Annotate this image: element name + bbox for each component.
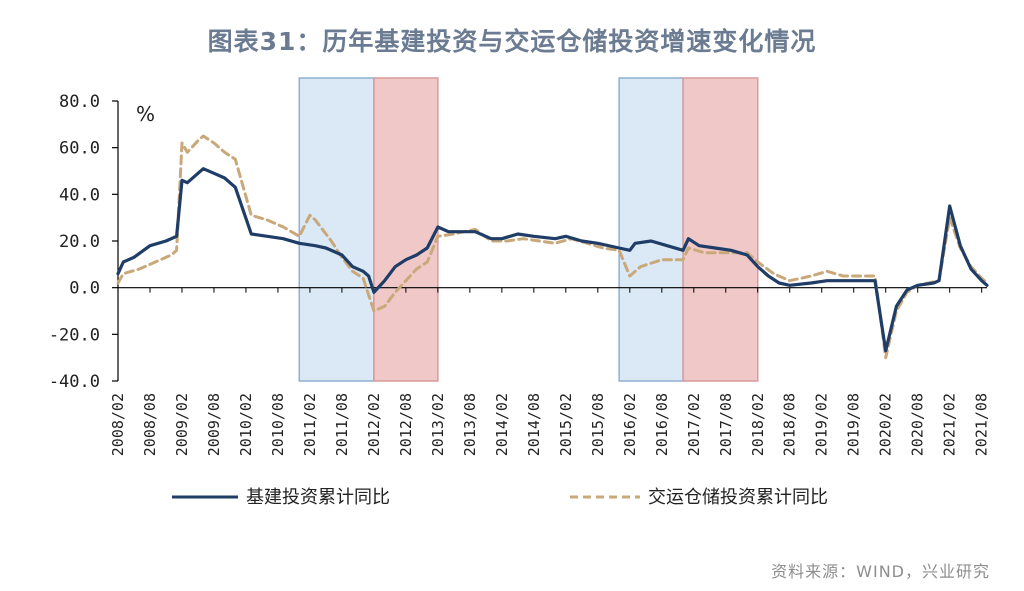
x-tick-label: 2016/02 [621, 393, 639, 456]
series-lines [116, 134, 989, 360]
x-tick-label: 2012/08 [397, 393, 415, 456]
y-tick-label: 0.0 [69, 279, 100, 299]
legend-label: 基建投资累计同比 [246, 487, 390, 508]
x-tick-label: 2010/02 [237, 393, 255, 456]
x-tick-label: 2016/08 [653, 393, 671, 456]
x-tick-label: 2008/08 [141, 393, 159, 456]
x-tick-label: 2018/08 [781, 393, 799, 456]
x-tick-label: 2011/08 [333, 393, 351, 456]
x-tick-label: 2013/08 [461, 393, 479, 456]
series-line-infra [116, 167, 989, 353]
x-tick-label: 2020/02 [877, 393, 895, 456]
x-tick-label: 2015/08 [589, 393, 607, 456]
x-tick-label: 2014/08 [525, 393, 543, 456]
x-tick-label: 2018/02 [749, 393, 767, 456]
x-tick-label: 2009/02 [173, 393, 191, 456]
x-tick-label: 2008/02 [109, 393, 127, 456]
x-tick-label: 2009/08 [205, 393, 223, 456]
x-tick-label: 2019/02 [813, 393, 831, 456]
x-tick-label: 2011/02 [301, 393, 319, 456]
x-tick-label: 2017/08 [717, 393, 735, 456]
legend-label: 交运仓储投资累计同比 [648, 487, 828, 508]
series-line-transport [116, 134, 989, 360]
shaded-period-3 [618, 77, 684, 382]
x-tick-label: 2014/02 [493, 393, 511, 456]
y-tick-label: 40.0 [59, 185, 100, 205]
x-axis: 2008/02 2008/08 2009/02 2009/08 2010/02 2010/… [109, 287, 991, 456]
y-tick-label: -20.0 [49, 325, 100, 345]
x-tick-label: 2021/02 [941, 393, 959, 456]
legend: 基建投资累计同比 交运仓储投资累计同比 [172, 487, 828, 508]
x-tick-label: 2020/08 [909, 393, 927, 456]
shaded-period-4 [682, 77, 759, 382]
source-note: 资料来源：WIND，兴业研究 [771, 562, 990, 581]
y-unit-label: % [136, 102, 155, 126]
y-tick-label: -40.0 [49, 372, 100, 392]
shaded-periods [298, 77, 759, 382]
y-axis: 80.0 60.0 40.0 20.0 0.0 -20.0 -40.0 [49, 92, 119, 392]
x-tick-label: 2015/02 [557, 393, 575, 456]
chart-title: 图表31：历年基建投资与交运仓储投资增速变化情况 [207, 27, 817, 56]
x-tick-label: 2021/08 [973, 393, 991, 456]
y-tick-label: 60.0 [59, 139, 100, 159]
x-tick-label: 2012/02 [365, 393, 383, 456]
x-tick-label: 2013/02 [429, 393, 447, 456]
y-tick-label: 20.0 [59, 232, 100, 252]
shaded-period-1 [298, 77, 375, 382]
x-tick-label: 2010/08 [269, 393, 287, 456]
x-tick-label: 2019/08 [845, 393, 863, 456]
y-tick-label: 80.0 [59, 92, 100, 112]
shaded-period-2 [373, 77, 439, 382]
x-tick-label: 2017/02 [685, 393, 703, 456]
